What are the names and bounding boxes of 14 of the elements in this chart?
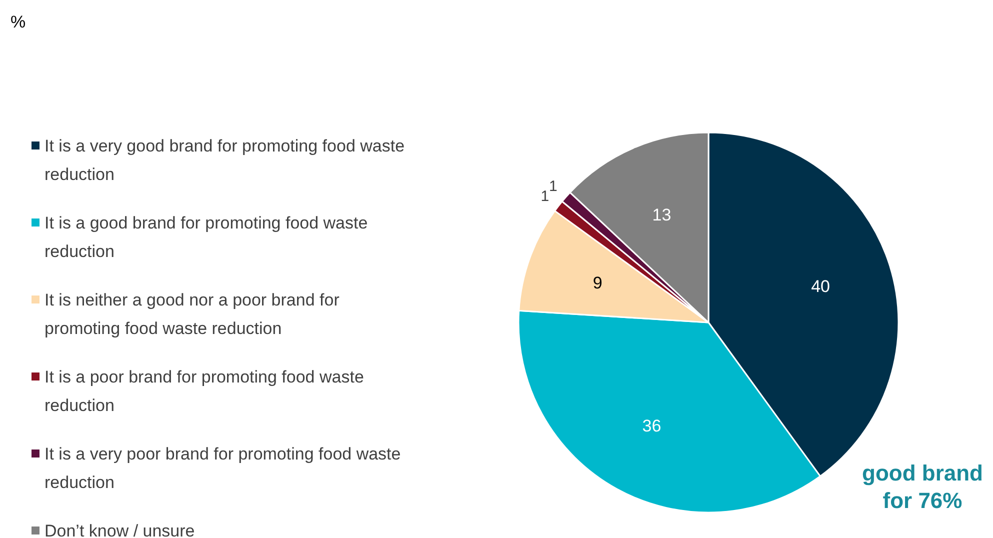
data-label: 13 — [652, 205, 672, 224]
data-label: 40 — [811, 277, 830, 296]
legend-label: It is a very poor brand for promoting food waste reduction — [44, 444, 401, 492]
data-label: 36 — [642, 416, 662, 436]
legend-label: It is neither a good nor a poor brand for promoting food waste reduction — [44, 290, 340, 338]
legend-label: It is a good brand for promoting food waste reduction — [44, 214, 368, 261]
legend-label: It is a very good brand for promoting food waste reduction — [44, 136, 405, 184]
legend-label: Don’t know / unsure — [44, 522, 195, 538]
chart-title: % — [10, 12, 26, 32]
data-label: 1 — [540, 188, 550, 206]
data-label: 9 — [592, 274, 602, 293]
text: good brand for 76% — [862, 460, 983, 513]
data-label: 1 — [548, 178, 558, 196]
legend-label: It is a poor brand for promoting food waste reduction — [44, 368, 364, 415]
